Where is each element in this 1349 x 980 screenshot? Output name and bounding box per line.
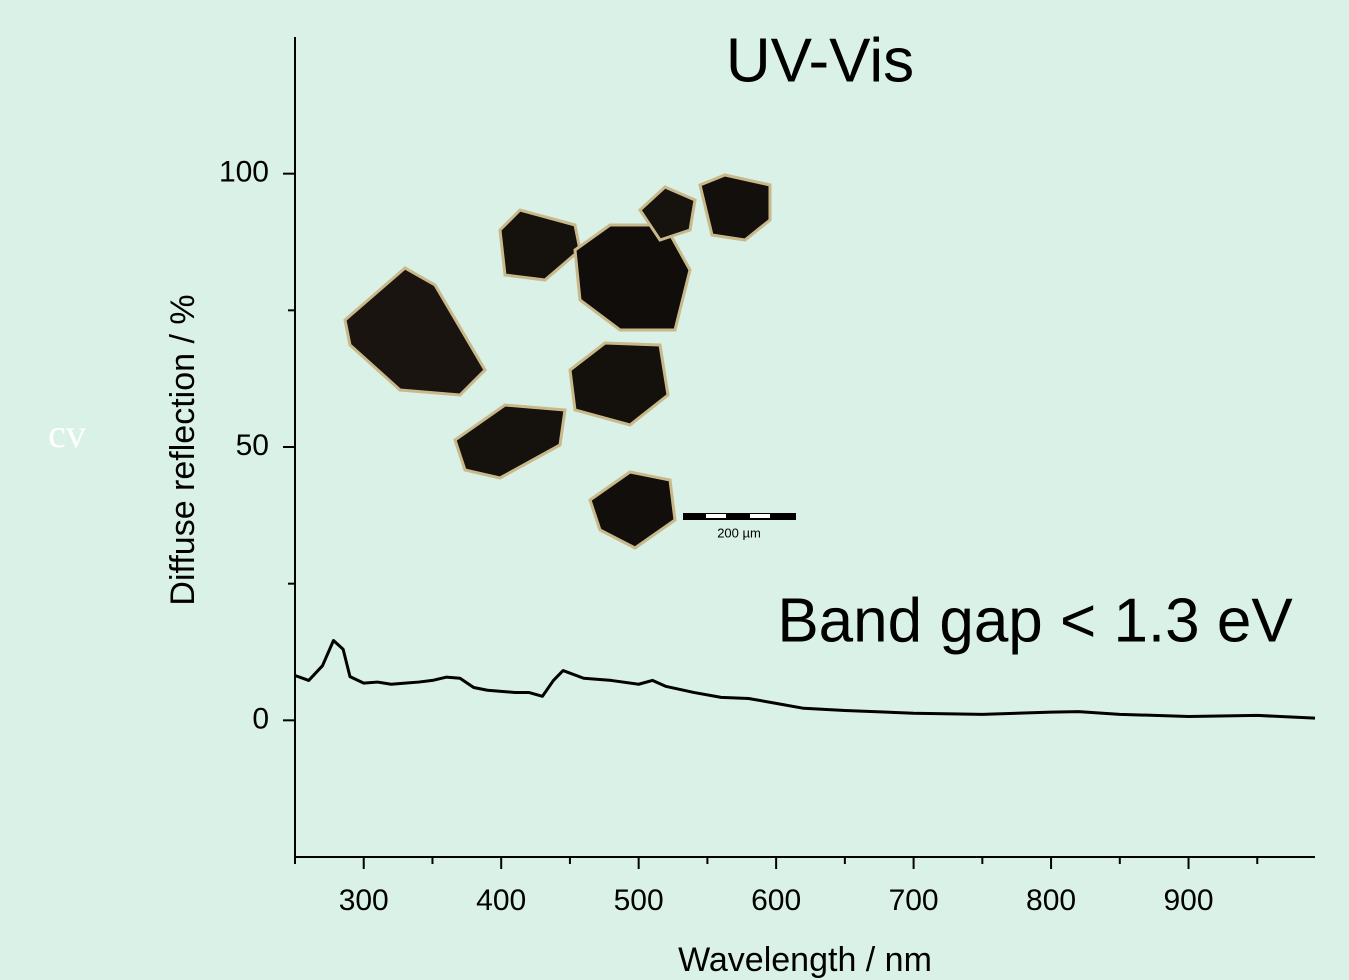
y-tick-label: 0 bbox=[252, 702, 269, 735]
x-tick-label: 700 bbox=[889, 884, 939, 917]
x-tick-label: 800 bbox=[1026, 884, 1076, 917]
chart-title: UV-Vis bbox=[726, 26, 914, 95]
x-tick-label: 500 bbox=[614, 884, 664, 917]
x-tick-label: 400 bbox=[476, 884, 526, 917]
scale-bar-label: 200 µm bbox=[717, 525, 761, 540]
x-tick-label: 600 bbox=[751, 884, 801, 917]
side-text: cv bbox=[48, 411, 86, 456]
y-tick-label: 100 bbox=[219, 156, 269, 189]
x-tick-label: 300 bbox=[339, 884, 389, 917]
data-line bbox=[294, 639, 1316, 720]
crystal-photo: 200 µm bbox=[343, 173, 796, 550]
y-tick-label: 50 bbox=[236, 429, 269, 462]
x-axis-label: Wavelength / nm bbox=[678, 941, 932, 979]
annotation: Band gap < 1.3 eV bbox=[777, 586, 1293, 655]
x-tick-label: 900 bbox=[1163, 884, 1213, 917]
y-axis-label: Diffuse reflection / % bbox=[164, 294, 202, 605]
